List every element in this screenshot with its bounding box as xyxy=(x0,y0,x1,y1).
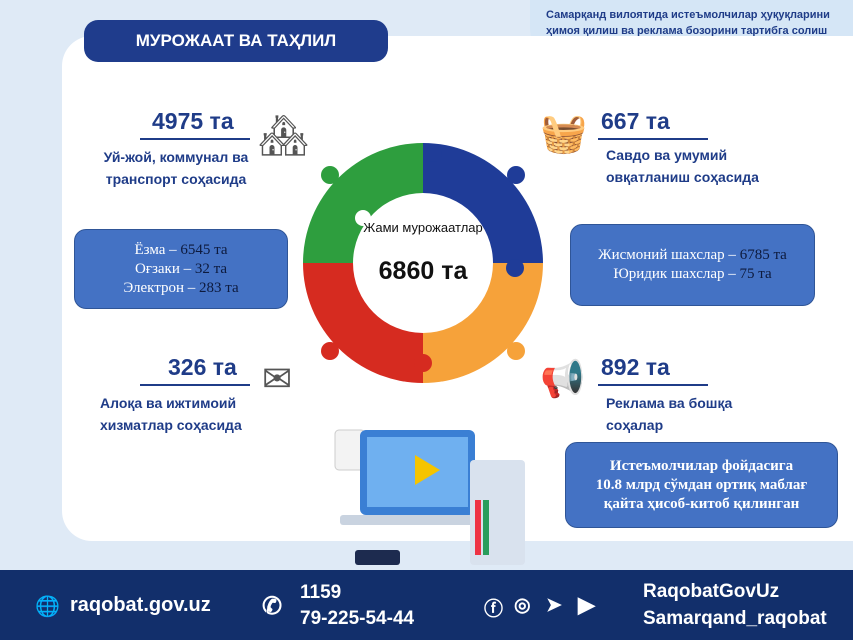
youtube-icon[interactable]: ▶ xyxy=(578,592,595,617)
total-value: 6860 та xyxy=(378,257,468,285)
trade-label: Савдо ва умумий овқатланиш соҳасида xyxy=(606,147,759,185)
divider xyxy=(598,138,708,140)
shopping-basket-icon: 🧺 xyxy=(540,113,588,155)
divider xyxy=(140,384,250,386)
housing-utilities-icon: 🏘 xyxy=(258,114,309,158)
persons-box: Жисмоний шахслар – 6785 та Юридик шахсла… xyxy=(570,224,815,306)
sector-housing xyxy=(303,143,423,263)
page-title: МУРОЖААТ ВА ТАҲЛИЛ xyxy=(84,20,388,62)
facebook-icon[interactable]: ⓕ xyxy=(484,599,504,620)
telegram-icon[interactable]: ➤ xyxy=(546,595,562,616)
refund-box: Истеъмолчилар фойдасига 10.8 млрд сўмдан … xyxy=(565,442,838,528)
communication-label: Алоқа ва ижтимоий хизматлар соҳасида xyxy=(100,395,242,433)
globe-icon: 🌐 xyxy=(35,596,60,618)
phone-number: 79-225-54-44 xyxy=(300,608,415,629)
website-link[interactable]: raqobat.gov.uz xyxy=(70,594,211,616)
divider xyxy=(598,384,708,386)
total-label: Жами мурожаатлар xyxy=(363,220,483,235)
forms-box: Ёзма – 6545 та Оғзаки – 32 та Электрон –… xyxy=(74,229,288,309)
housing-label: Уй-жой, коммунал ва транспорт соҳасида xyxy=(103,149,249,187)
ads-value: 892 та xyxy=(601,354,670,380)
puzzle-ring-chart xyxy=(303,143,543,383)
mail-phone-icon: ✉ xyxy=(262,358,293,399)
trade-value: 667 та xyxy=(601,108,670,134)
social-handle-1[interactable]: RaqobatGovUz xyxy=(643,581,780,602)
sector-trade xyxy=(423,143,543,263)
hotline-number: 1159 xyxy=(300,582,342,603)
megaphone-icon: 📢 xyxy=(540,358,585,399)
instagram-icon[interactable]: ◎ xyxy=(514,595,531,616)
footer: 🌐 raqobat.gov.uz ✆ 1159 79-225-54-44 ⓕ ◎… xyxy=(0,570,853,640)
sector-communication xyxy=(303,263,423,383)
phone-icon: ✆ xyxy=(262,593,283,620)
sector-ads xyxy=(423,263,543,383)
housing-value: 4975 та xyxy=(152,108,234,134)
social-handle-2[interactable]: Samarqand_raqobat xyxy=(643,608,827,629)
communication-value: 326 та xyxy=(168,354,237,380)
computer-illustration-icon xyxy=(334,429,525,565)
divider xyxy=(140,138,250,140)
ads-label: Реклама ва бошқа соҳалар xyxy=(606,395,733,433)
